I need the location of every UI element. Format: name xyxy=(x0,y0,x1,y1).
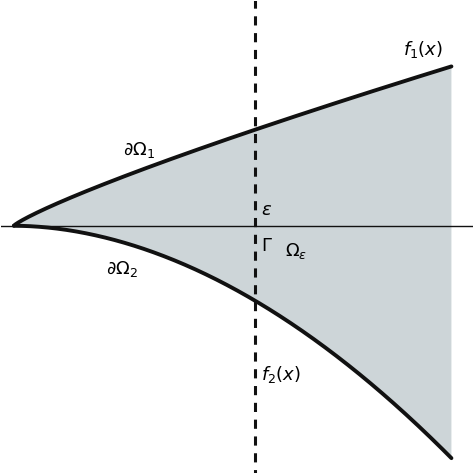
Text: $\partial\Omega_1$: $\partial\Omega_1$ xyxy=(123,139,155,160)
Polygon shape xyxy=(14,66,451,458)
Text: $\Gamma$: $\Gamma$ xyxy=(261,237,273,255)
Text: $f_1(x)$: $f_1(x)$ xyxy=(403,39,443,60)
Text: $f_2(x)$: $f_2(x)$ xyxy=(261,364,301,385)
Text: $\partial\Omega_2$: $\partial\Omega_2$ xyxy=(106,258,138,279)
Text: $\Omega_\epsilon$: $\Omega_\epsilon$ xyxy=(285,240,308,261)
Text: $\epsilon$: $\epsilon$ xyxy=(261,201,272,219)
